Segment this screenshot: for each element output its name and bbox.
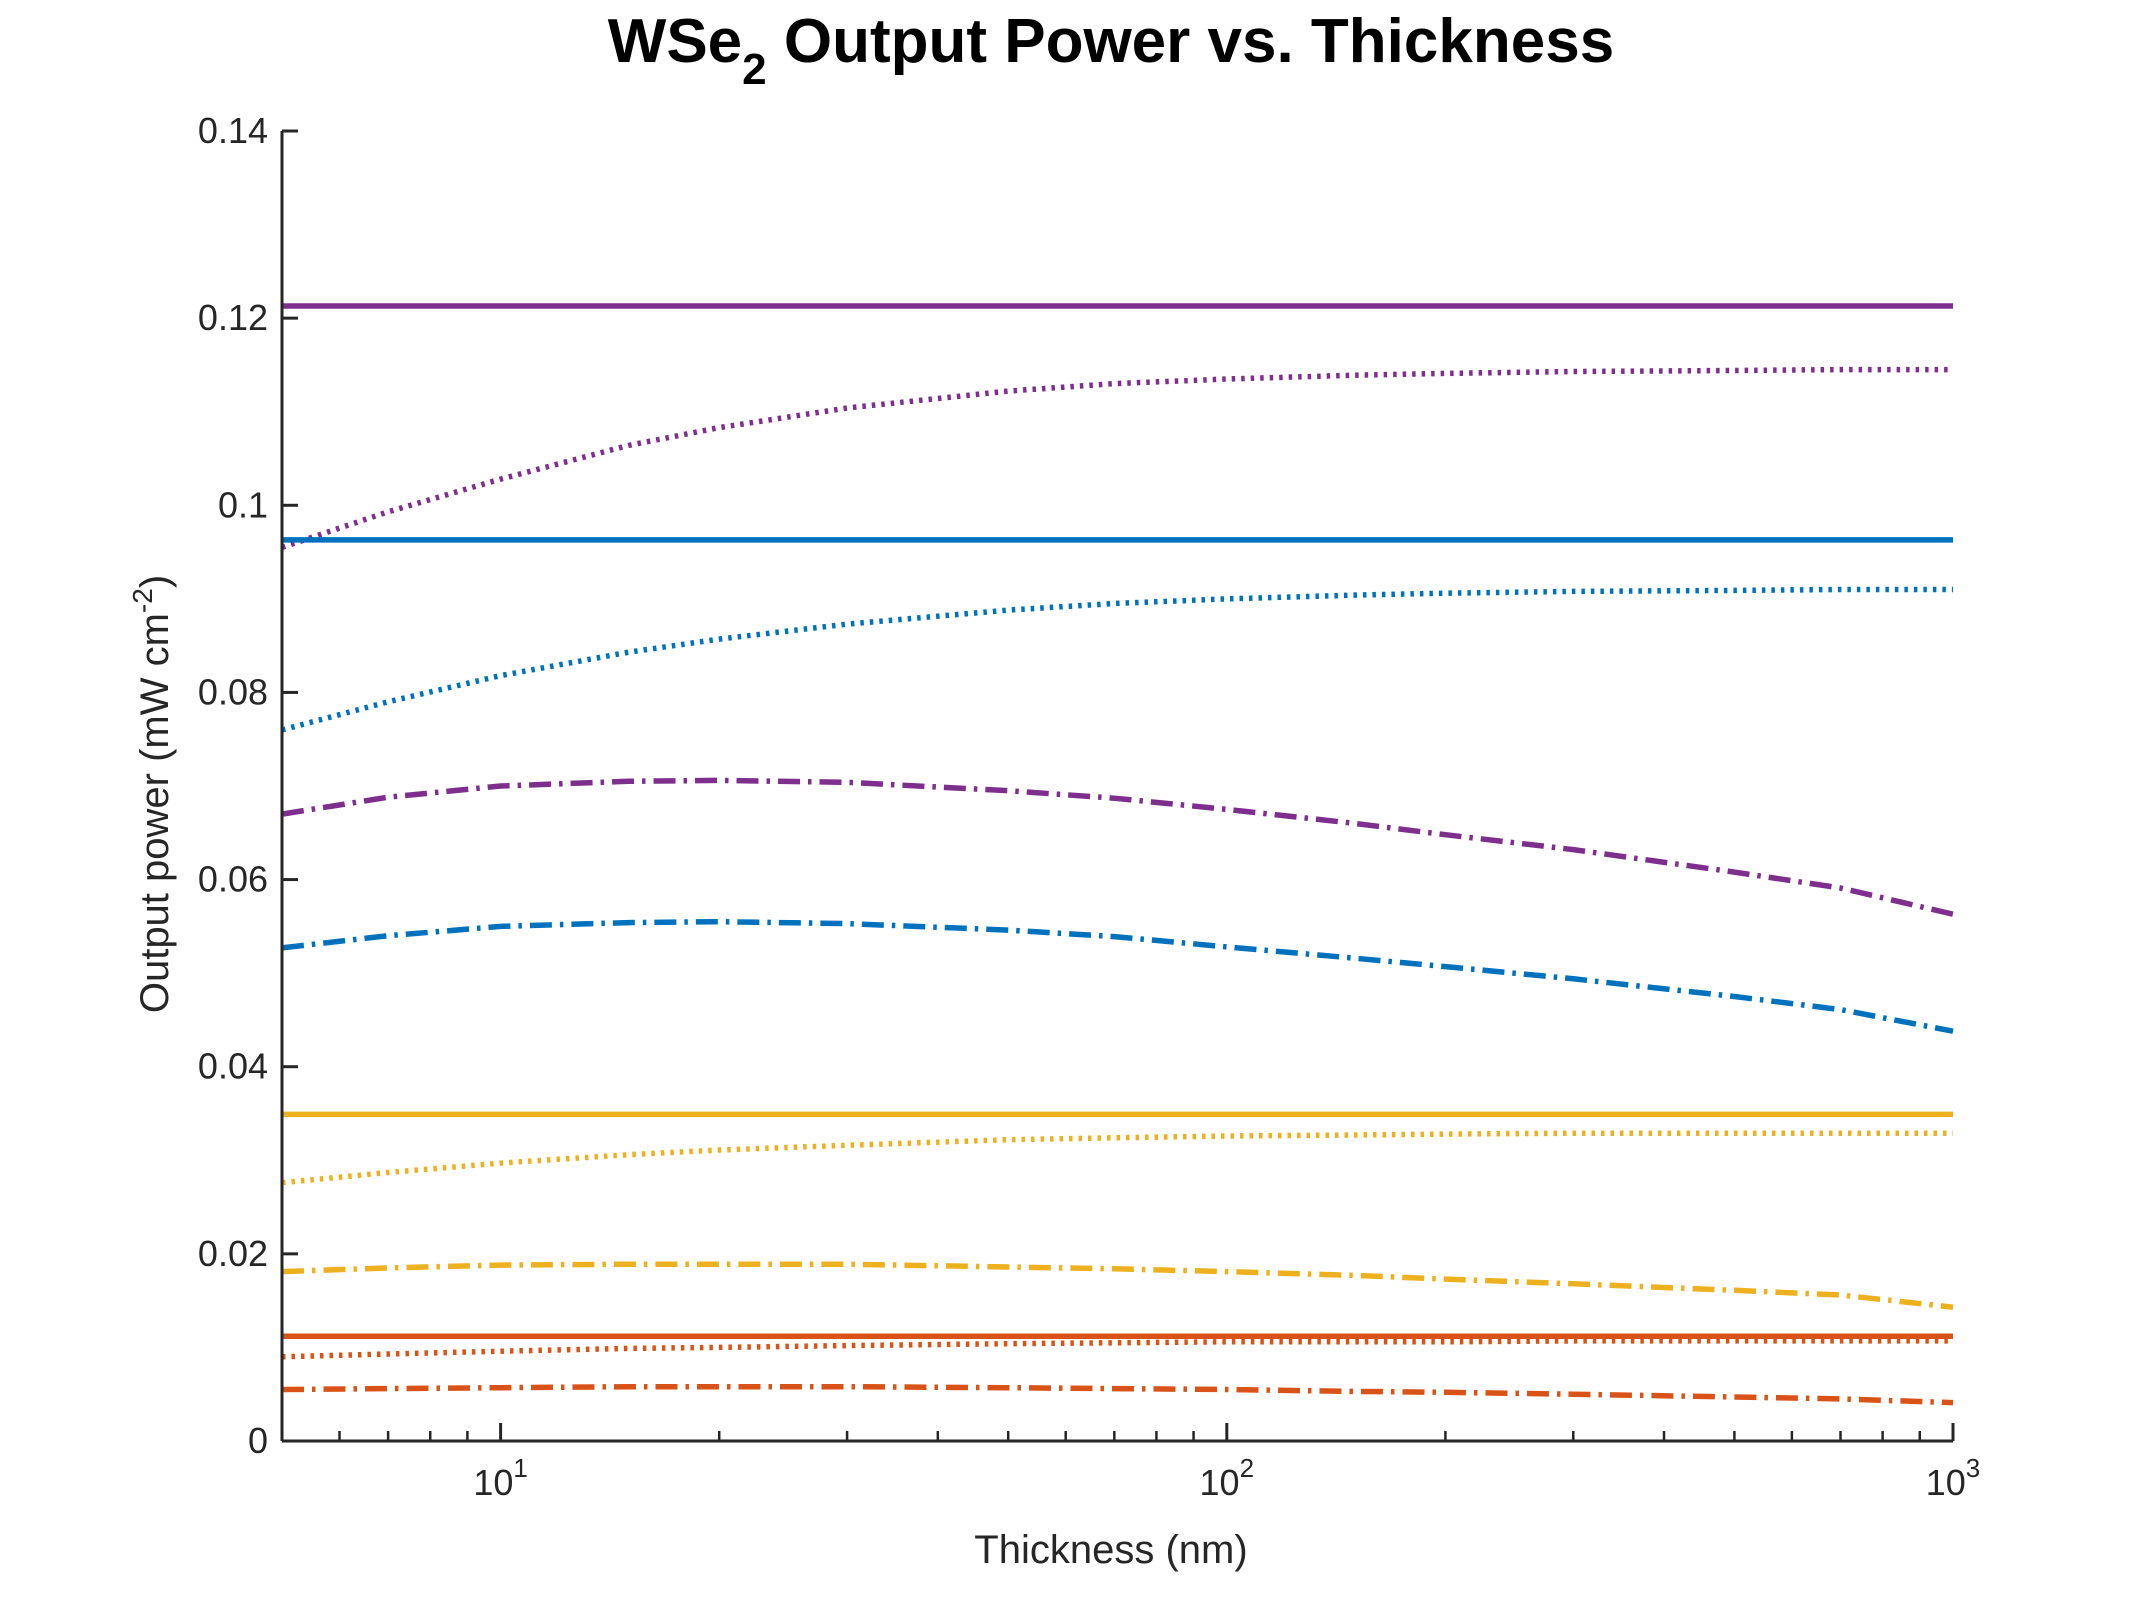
x-tick-label: 103 (1926, 1453, 1981, 1503)
y-tick-label: 0.06 (198, 859, 268, 900)
y-axis-label-rest: ) (133, 575, 177, 588)
series-line-2-dotted (281, 366, 1953, 551)
chart-title-main: WSe (608, 7, 742, 76)
y-tick-label: 0.1 (218, 484, 268, 525)
y-axis-label-superscript: -2 (127, 588, 158, 613)
y-tick-label: 0.04 (198, 1046, 268, 1087)
y-tick-label: 0.08 (198, 671, 268, 712)
y-tick-label: 0.12 (198, 297, 268, 338)
axes-group: 0 0.02 0.04 0.06 0.08 0.1 0.12 0.14 101 102 103 (198, 110, 1980, 1503)
y-tick-label: 0.14 (198, 110, 268, 151)
series-line-9-dashdot (281, 1261, 1954, 1310)
chart-title: WSe2 Output Power vs. Thickness (608, 7, 1614, 94)
series-line-12-dashdot (281, 1383, 1954, 1406)
series-line-3-dashdot (281, 777, 1954, 917)
series-line-6-dashdot (281, 918, 1954, 1034)
y-axis-label: Output power (mW cm-2) (127, 575, 177, 1013)
chart-title-rest: Output Power vs. Thickness (767, 7, 1615, 76)
y-tick-label: 0 (248, 1420, 268, 1461)
series-line-5-dotted (281, 586, 1953, 733)
y-tick-label: 0.02 (198, 1233, 268, 1274)
x-tick-label: 101 (473, 1453, 528, 1503)
y-axis-label-main: Output power (mW cm (133, 613, 177, 1013)
chart-title-subscript: 2 (742, 45, 766, 94)
series-line-11-dotted (281, 1338, 1953, 1360)
x-tick-label: 102 (1200, 1453, 1255, 1503)
series-group (281, 303, 1954, 1406)
x-axis-label: Thickness (nm) (974, 1528, 1247, 1572)
